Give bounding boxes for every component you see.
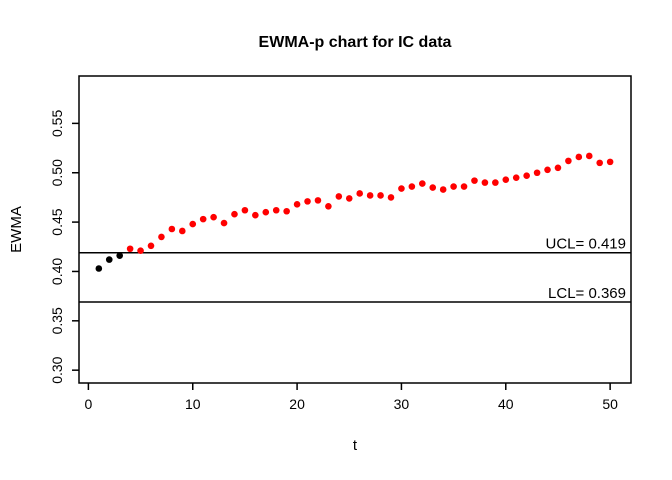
data-point xyxy=(544,166,551,174)
data-point xyxy=(596,159,603,167)
data-point xyxy=(606,158,614,166)
data-point xyxy=(252,211,259,219)
x-tick-label: 20 xyxy=(289,396,305,412)
data-point xyxy=(460,183,468,190)
data-point xyxy=(116,252,123,259)
x-tick-label: 30 xyxy=(394,396,410,412)
data-point xyxy=(429,184,437,191)
plot-area: 0 10 20 30 40 50 0.30 0.35 0.40 0.45 0.50 0.55 UCL… xyxy=(49,75,632,412)
data-point xyxy=(585,152,593,160)
data-point xyxy=(450,183,457,190)
data-point xyxy=(147,242,155,250)
data-point xyxy=(137,247,144,255)
data-point xyxy=(481,179,489,186)
data-point xyxy=(533,169,541,177)
y-tick-label: 0.55 xyxy=(49,110,65,137)
y-tick-label: 0.35 xyxy=(49,307,65,334)
data-point xyxy=(304,198,311,205)
data-point xyxy=(179,227,186,235)
data-point xyxy=(293,201,301,208)
data-point xyxy=(220,219,228,227)
x-tick-label: 40 xyxy=(498,396,514,412)
data-points xyxy=(95,152,614,272)
data-point xyxy=(231,210,238,218)
data-point xyxy=(554,164,562,172)
data-point xyxy=(199,215,207,223)
data-point xyxy=(262,208,270,216)
data-point xyxy=(408,183,416,190)
y-tick-label: 0.30 xyxy=(49,356,65,383)
y-tick-label: 0.50 xyxy=(49,159,65,186)
data-point xyxy=(387,194,395,201)
data-point xyxy=(471,177,478,184)
x-tick-label: 0 xyxy=(84,396,92,412)
data-point xyxy=(189,220,197,228)
data-point xyxy=(272,206,280,214)
x-axis-ticks: 0 10 20 30 40 50 xyxy=(84,383,618,412)
y-axis-label: EWMA xyxy=(8,206,25,253)
data-point xyxy=(502,176,510,183)
data-point xyxy=(523,172,530,180)
data-point xyxy=(283,207,290,215)
y-tick-label: 0.40 xyxy=(49,258,65,285)
data-point xyxy=(241,206,249,214)
data-point xyxy=(210,213,217,221)
x-tick-label: 10 xyxy=(185,396,201,412)
data-point xyxy=(95,265,103,272)
x-tick-label: 50 xyxy=(602,396,618,412)
data-point xyxy=(105,256,113,263)
ucl-label: UCL= 0.419 xyxy=(546,236,626,253)
data-point xyxy=(345,195,353,202)
data-point xyxy=(356,190,363,197)
data-point xyxy=(126,245,134,253)
data-point xyxy=(168,225,176,233)
chart-title: EWMA-p chart for IC data xyxy=(259,34,452,51)
data-point xyxy=(565,157,572,165)
lcl-label: LCL= 0.369 xyxy=(548,285,626,302)
x-axis-label: t xyxy=(353,437,358,454)
data-point xyxy=(335,193,343,200)
data-point xyxy=(492,179,499,186)
data-point xyxy=(325,203,332,210)
data-point xyxy=(377,192,384,199)
y-tick-label: 0.45 xyxy=(49,208,65,235)
data-point xyxy=(439,186,447,193)
plot-box xyxy=(78,75,632,384)
data-point xyxy=(575,153,583,161)
data-point xyxy=(398,185,405,192)
data-point xyxy=(366,192,374,199)
data-point xyxy=(314,197,322,204)
data-point xyxy=(419,180,426,187)
data-point xyxy=(512,174,520,181)
y-axis-ticks: 0.30 0.35 0.40 0.45 0.50 0.55 xyxy=(49,110,79,384)
data-point xyxy=(158,233,165,241)
